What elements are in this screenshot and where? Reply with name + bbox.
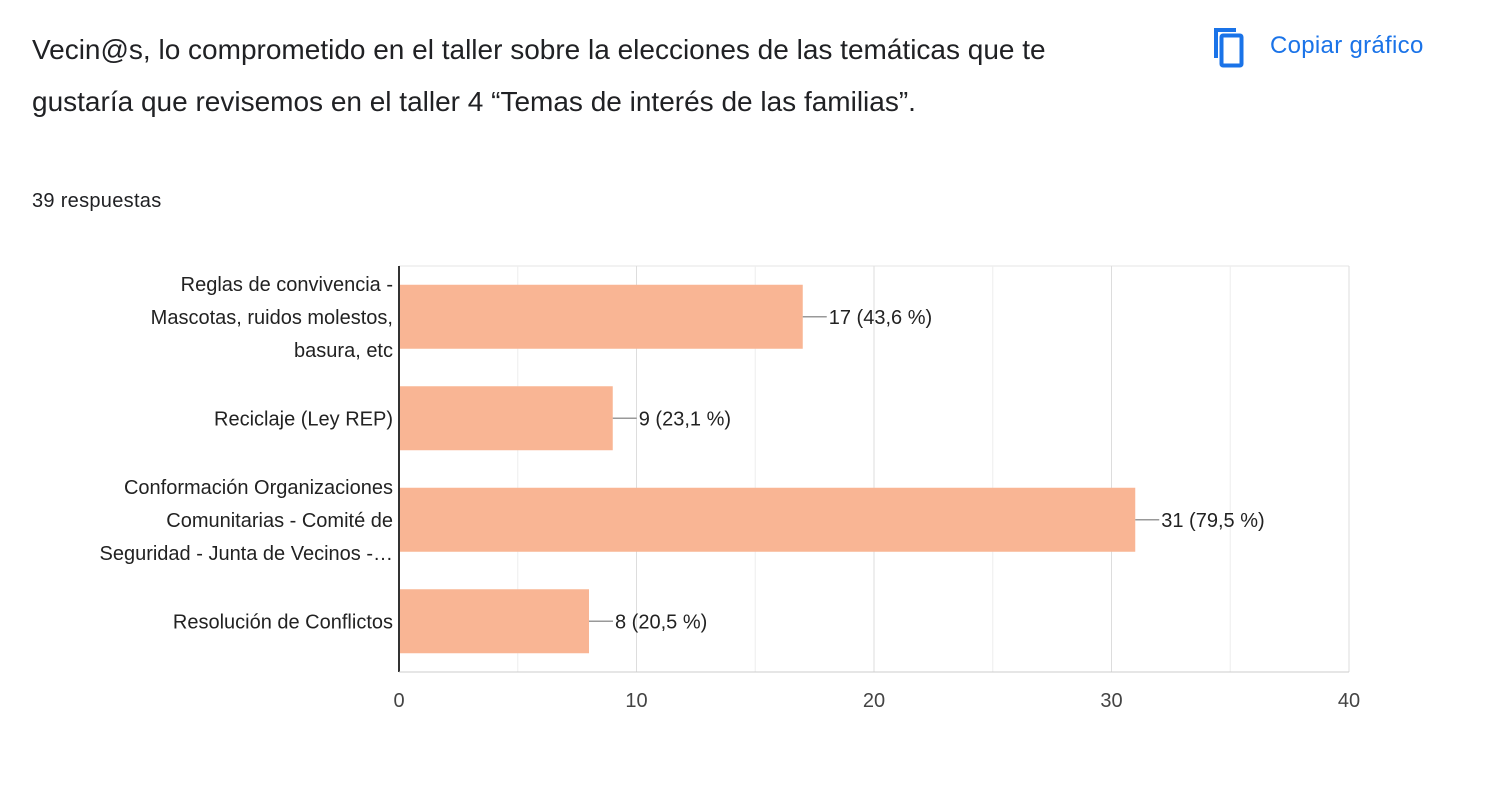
copy-icon bbox=[1206, 22, 1246, 70]
axes bbox=[398, 266, 1349, 673]
category-label: Conformación Organizaciones Comunitarias … bbox=[99, 477, 393, 565]
x-tick-label: 30 bbox=[1100, 690, 1122, 712]
x-tick-label: 0 bbox=[393, 690, 404, 712]
bars bbox=[399, 284, 1160, 654]
category-label: Reglas de convivencia -Mascotas, ruidos … bbox=[151, 274, 393, 362]
data-label: 31 (79,5 %) bbox=[1161, 510, 1264, 532]
bar[interactable] bbox=[399, 487, 1136, 552]
copy-chart-label: Copiar gráfico bbox=[1270, 32, 1424, 59]
x-tick-label: 20 bbox=[863, 690, 885, 712]
category-label: Reciclaje (Ley REP) bbox=[214, 408, 393, 430]
gridlines bbox=[399, 265, 1350, 672]
x-tick-label: 10 bbox=[625, 690, 647, 712]
question-title: Vecin@s, lo comprometido en el taller so… bbox=[32, 34, 1046, 117]
bar[interactable] bbox=[399, 589, 589, 654]
data-label: 9 (23,1 %) bbox=[639, 408, 731, 430]
copy-chart-button[interactable]: Copiar gráfico bbox=[1206, 22, 1424, 70]
data-label: 8 (20,5 %) bbox=[615, 611, 707, 633]
bar[interactable] bbox=[399, 284, 803, 349]
labels: 17 (43,6 %) 9 (23,1 %) 31 (79,5 %) 8 (20,5 … bbox=[99, 274, 1360, 712]
bar[interactable] bbox=[399, 386, 613, 451]
response-count: 39 respuestas bbox=[32, 190, 162, 212]
category-label: Resolución de Conflictos bbox=[173, 611, 393, 633]
data-label: 17 (43,6 %) bbox=[829, 307, 932, 329]
x-tick-label: 40 bbox=[1338, 690, 1360, 712]
